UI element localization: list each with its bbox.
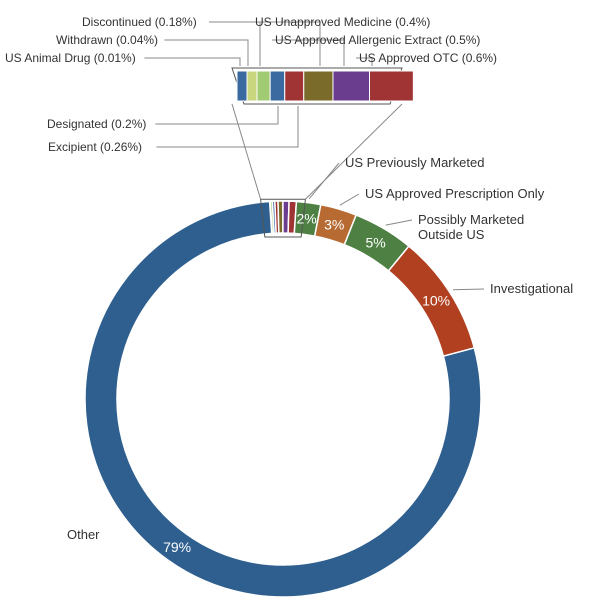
slice-label-us_animal: US Animal Drug (0.01%) [5,51,136,65]
slice-label-withdrawn: Withdrawn (0.04%) [56,33,158,47]
slice-label-allergenic: US Approved Allergenic Extract (0.5%) [275,33,480,47]
svg-text:79%: 79% [163,539,191,555]
svg-text:10%: 10% [422,293,450,309]
slice-label-discontinued: Discontinued (0.18%) [82,15,197,29]
slice-label-us_rx: US Approved Prescription Only [365,186,544,201]
slice-label-us_otc: US Approved OTC (0.6%) [359,51,497,65]
svg-text:3%: 3% [324,216,344,232]
svg-text:5%: 5% [365,234,385,250]
donut-chart: 2% 3% 5% 10% 79% [0,0,614,615]
slice-label-poss_mkt: Possibly MarketedOutside US [418,212,524,242]
slice-label-investig: Investigational [490,281,573,296]
slice-label-us_prev: US Previously Marketed [345,155,484,170]
slice-label-other: Other [67,527,100,542]
slice-label-excipient: Excipient (0.26%) [48,140,142,154]
slice-label-designated: Designated (0.2%) [47,117,146,131]
slice-label-us_unappr: US Unapproved Medicine (0.4%) [255,15,430,29]
svg-text:2%: 2% [296,211,316,227]
